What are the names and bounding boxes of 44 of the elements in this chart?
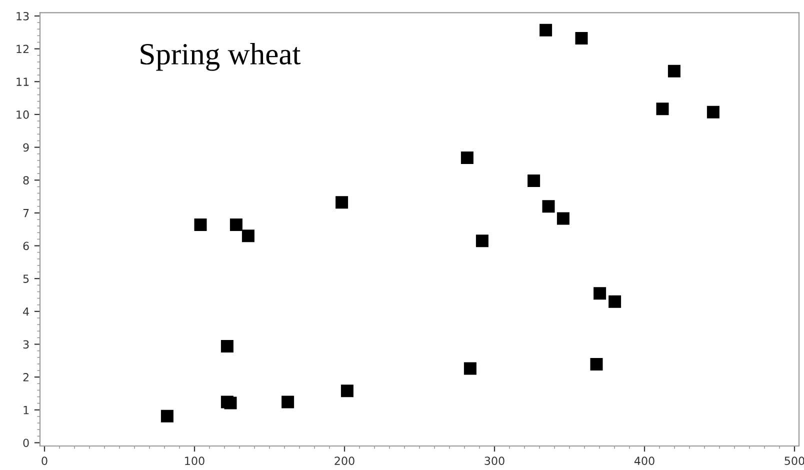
y-tick-label: 0: [23, 438, 29, 448]
point: [220, 340, 234, 352]
y-tick-label: 3: [23, 340, 29, 349]
point: [668, 64, 680, 78]
point: [194, 218, 207, 232]
point: [336, 196, 348, 209]
point: [656, 102, 669, 116]
x-tick-label: 300: [484, 456, 504, 466]
point: [476, 234, 488, 248]
y-tick-label: 6: [23, 242, 29, 250]
y-tick-label: 4: [23, 308, 29, 316]
x-tick-label: 400: [634, 456, 654, 466]
point: [706, 106, 720, 118]
point: [575, 32, 588, 45]
x-tick-label: 0: [42, 456, 48, 466]
y-tick-label: 12: [16, 44, 28, 54]
point: [460, 152, 474, 164]
y-tick-label: 11: [16, 78, 29, 86]
point: [160, 410, 174, 422]
x-tick-label: 200: [334, 456, 354, 466]
y-tick-label: 10: [16, 110, 29, 119]
point: [230, 218, 242, 232]
y-tick-label: 7: [23, 209, 29, 218]
point: [542, 200, 555, 213]
x-tick-label: 500: [784, 456, 804, 466]
point: [608, 295, 622, 308]
point: [590, 358, 603, 371]
annotation: Spring wheat: [140, 43, 301, 71]
point: [340, 384, 354, 398]
point: [540, 24, 552, 36]
point: [594, 287, 606, 300]
y-tick-label: 9: [23, 143, 29, 152]
y-tick-label: 8: [23, 176, 29, 184]
point: [224, 396, 237, 410]
y-tick-label: 1: [24, 406, 29, 414]
x-tick-label: 100: [185, 456, 204, 466]
point: [556, 212, 570, 225]
point: [242, 230, 254, 242]
point: [528, 174, 540, 188]
y-tick-label: 13: [16, 12, 29, 20]
y-tick-label: 2: [23, 373, 28, 382]
point: [464, 362, 476, 375]
point: [282, 396, 294, 408]
y-tick-label: 5: [23, 274, 29, 283]
